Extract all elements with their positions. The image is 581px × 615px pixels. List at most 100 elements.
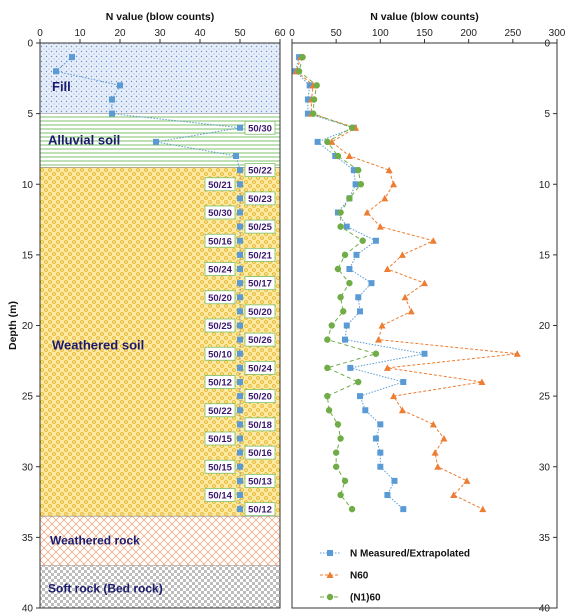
left-n-series [53, 54, 243, 513]
n60-line [295, 56, 518, 510]
n1-60-marker [295, 68, 303, 75]
y-tick-label: 15 [22, 250, 34, 261]
n-measured-marker [237, 280, 243, 287]
n60-marker [385, 166, 393, 174]
n1-60-marker [313, 82, 320, 89]
left-x-axis-title: N value (blow counts) [106, 11, 215, 23]
n1-60-marker [355, 378, 362, 386]
blow-label: 50/18 [248, 420, 272, 431]
blow-label: 50/20 [248, 392, 272, 403]
n-measured-marker [347, 364, 354, 371]
n60-marker [345, 152, 353, 159]
n-measured-marker [368, 280, 375, 287]
n-measured-marker [109, 96, 115, 103]
n-measured-marker [237, 463, 243, 470]
n60-marker [376, 223, 384, 230]
blow-label: 50/21 [248, 250, 272, 261]
n1-60-marker [324, 336, 331, 343]
n-measured-marker [117, 82, 123, 89]
n1-60-marker [324, 392, 331, 400]
blow-label-box [204, 488, 236, 502]
n60-marker [513, 350, 521, 357]
layer-label: Weathered soil [52, 338, 144, 353]
n-measured-marker [391, 477, 398, 484]
n1-60-marker [325, 407, 333, 414]
blow-label: 50/12 [208, 378, 232, 389]
n-measured-marker [400, 506, 407, 513]
layer-label: Soft rock (Bed rock) [48, 581, 163, 595]
y-tick-label: 0 [544, 39, 550, 50]
x-tick-label: 10 [74, 28, 86, 39]
blow-label-box [244, 247, 276, 262]
n-measured-marker [237, 492, 243, 498]
n1-60-marker [310, 110, 317, 117]
n-measured-marker [342, 336, 348, 343]
n60-marker [390, 392, 398, 400]
y-tick-label: 35 [22, 533, 34, 544]
n60-marker [363, 209, 371, 216]
y-tick-label: 5 [544, 109, 550, 120]
y-tick-label: 25 [539, 392, 551, 403]
n1-60-marker [334, 421, 342, 428]
blow-label-box [204, 290, 236, 305]
blow-label-box [244, 445, 276, 460]
n1-60-marker [299, 53, 306, 61]
y-tick-label: 10 [22, 180, 34, 191]
blow-label-box [204, 177, 236, 192]
y-tick-label: 20 [22, 321, 34, 332]
blow-label-box [204, 375, 236, 389]
layer-3-band [40, 516, 280, 566]
n-measured-marker [362, 407, 369, 414]
x-tick-label: 50 [331, 28, 343, 39]
n1-60-marker [337, 435, 344, 442]
n-measured-marker [372, 435, 379, 442]
blow-label-box [244, 360, 276, 375]
y-tick-label: 5 [27, 109, 33, 120]
blow-label-box [244, 389, 276, 404]
x-tick-label: 30 [154, 28, 166, 39]
n1-60-marker [324, 138, 331, 146]
x-tick-label: 250 [504, 28, 521, 39]
x-tick-label: 60 [274, 28, 286, 39]
n-measured-marker [153, 138, 159, 145]
left-plot-frame [39, 42, 281, 609]
x-tick-label: 40 [194, 28, 206, 39]
x-tick-label: 0 [37, 28, 43, 39]
blow-label: 50/22 [248, 166, 272, 177]
blow-label: 50/12 [248, 505, 272, 516]
n-measured-marker [237, 322, 243, 329]
blow-label-box [204, 205, 236, 220]
n-measured-marker [53, 68, 59, 75]
n-measured-marker [377, 421, 384, 428]
layer-0-band [40, 43, 280, 114]
blow-label-box [244, 417, 276, 432]
n60-marker [398, 406, 406, 414]
n-measured-marker [377, 463, 384, 470]
blow-label-box [244, 191, 276, 206]
blow-label-box [204, 431, 236, 446]
blow-label-box [244, 332, 276, 347]
legend-label: N Measured/Extrapolated [350, 549, 470, 560]
n-measured-marker [69, 54, 75, 61]
blow-label-box [204, 346, 236, 361]
blow-label-box [244, 502, 276, 517]
right-plot-frame [291, 42, 558, 609]
n-measured-marker [355, 294, 362, 301]
n1-60-marker [310, 96, 318, 103]
n1-60-marker [337, 223, 344, 230]
n-measured-marker [237, 407, 243, 414]
n-measured-marker [237, 364, 243, 371]
n-measured-marker [237, 237, 243, 244]
n-measured-marker [357, 393, 364, 400]
left-axes: 0 10 20 30 40 50 60 0 5 10 15 20 25 30 35 40 [22, 28, 286, 615]
blow-label-box [204, 403, 236, 418]
n-measured-marker [237, 294, 243, 301]
blow-label: 50/24 [208, 265, 232, 276]
layer-1-band [40, 113, 280, 168]
n1-60-marker [337, 294, 344, 301]
blow-label-box [244, 304, 276, 319]
blow-label-box [244, 219, 276, 234]
legend-label: N60 [350, 571, 369, 582]
n60-marker [383, 265, 391, 272]
n-measured-marker [237, 435, 243, 442]
